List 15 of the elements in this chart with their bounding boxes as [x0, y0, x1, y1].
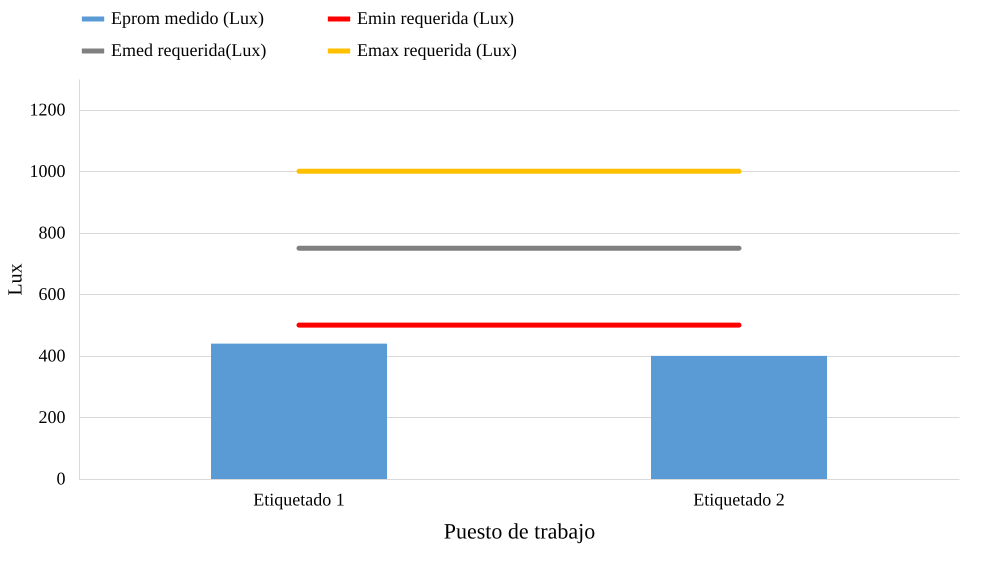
legend-label: Emin requerida (Lux)	[357, 8, 514, 28]
y-tick-label: 1200	[30, 99, 66, 120]
y-tick-label: 800	[38, 222, 66, 242]
legend-label: Emax requerida (Lux)	[357, 40, 517, 60]
y-axis-title: Lux	[4, 263, 26, 296]
legend-label: Emed requerida(Lux)	[111, 40, 266, 60]
x-axis-title: Puesto de trabajo	[444, 518, 596, 544]
y-tick-label: 400	[38, 345, 66, 366]
y-tick-label: 600	[38, 284, 66, 304]
x-tick-label: Etiquetado 2	[693, 490, 785, 510]
legend-label: Eprom medido (Lux)	[111, 8, 264, 28]
y-tick-label: 0	[56, 468, 66, 488]
y-tick-label: 1000	[30, 160, 66, 181]
x-tick-label: Etiquetado 1	[253, 490, 345, 510]
y-tick-label: 200	[38, 406, 66, 427]
